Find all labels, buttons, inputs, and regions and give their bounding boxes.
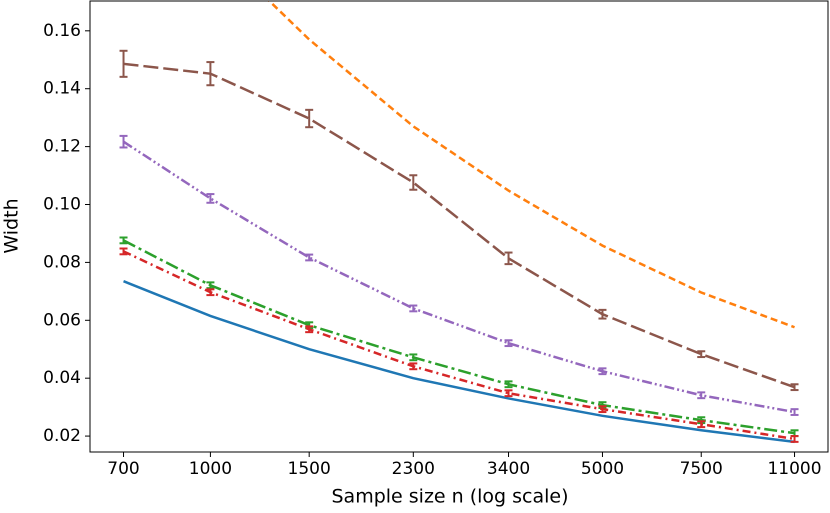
error-bar <box>119 236 128 245</box>
error-bar <box>206 281 215 290</box>
x-tick-label: 2300 <box>392 459 435 479</box>
y-tick-label: 0.12 <box>43 137 81 157</box>
error-bar <box>790 383 799 392</box>
x-tick-label: 7500 <box>680 459 723 479</box>
error-bar <box>598 367 607 376</box>
error-bar <box>119 134 128 149</box>
error-bar <box>504 251 513 266</box>
line <box>123 280 795 444</box>
error-bar <box>409 174 418 191</box>
line <box>122 140 795 414</box>
error-bar <box>697 350 706 359</box>
error-bar <box>409 304 418 313</box>
error-bar <box>697 391 706 400</box>
error-bar <box>790 408 799 416</box>
line <box>122 239 795 435</box>
x-tick-label: 3400 <box>487 459 530 479</box>
error-bar <box>697 420 706 429</box>
error-bar <box>504 339 513 348</box>
error-bar <box>305 108 314 129</box>
y-tick-label: 0.14 <box>43 79 81 99</box>
line <box>267 1 795 329</box>
error-bar <box>206 288 215 297</box>
y-tick-label: 0.16 <box>43 21 81 41</box>
error-bar <box>504 380 513 389</box>
x-tick-label: 1500 <box>288 459 331 479</box>
error-bar <box>305 253 314 262</box>
error-bar <box>598 405 607 414</box>
error-bar <box>206 61 215 87</box>
y-tick-label: 0.10 <box>43 195 81 215</box>
error-bar <box>119 247 128 256</box>
error-bar <box>409 362 418 371</box>
x-tick-label: 700 <box>107 459 139 479</box>
x-axis-label: Sample size n (log scale) <box>331 486 568 508</box>
x-tick-label: 1000 <box>189 459 232 479</box>
y-tick-label: 0.08 <box>43 252 81 272</box>
error-bar <box>206 193 215 204</box>
y-tick-label: 0.06 <box>43 310 81 330</box>
error-bar <box>119 49 128 78</box>
line <box>122 250 795 441</box>
error-bar <box>790 435 799 443</box>
y-tick-label: 0.02 <box>43 426 81 446</box>
x-tick-label: 11000 <box>767 459 821 479</box>
plot-frame <box>89 0 829 453</box>
x-tick-label: 5000 <box>581 459 624 479</box>
error-bar <box>409 353 418 362</box>
y-axis-label: Width <box>1 198 23 253</box>
y-tick-label: 0.04 <box>43 368 81 388</box>
error-bar <box>305 325 314 334</box>
line <box>123 62 795 389</box>
error-bar <box>598 308 607 320</box>
plot-area <box>119 1 799 444</box>
error-bar <box>504 389 513 398</box>
